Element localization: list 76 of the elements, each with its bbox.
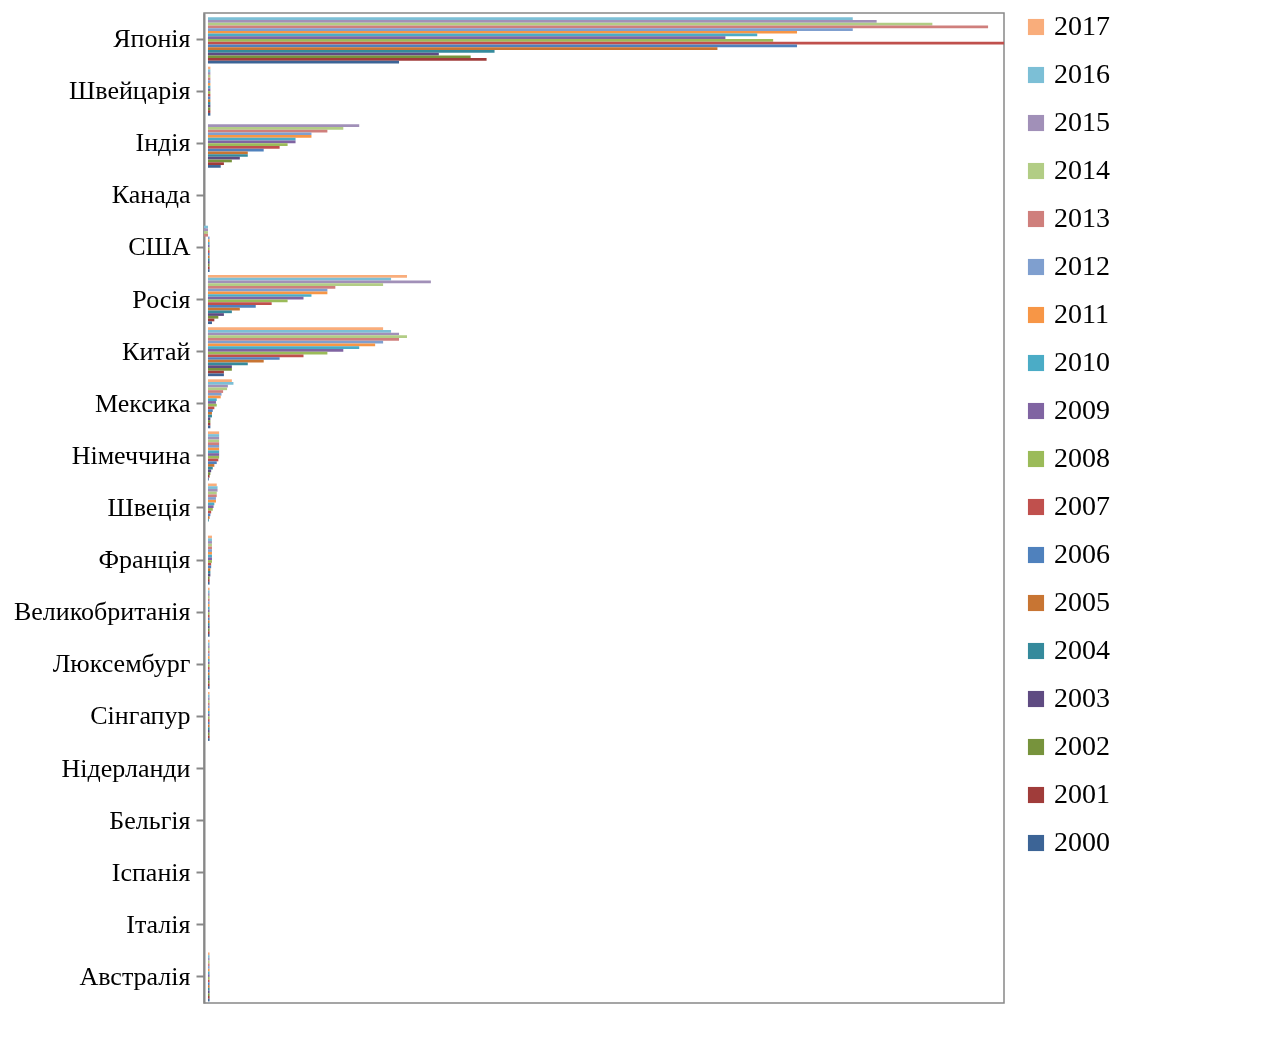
bar	[207, 294, 312, 297]
bar	[207, 340, 384, 344]
bar	[207, 156, 240, 160]
y-tick-label: Нідерланди	[61, 753, 191, 783]
bar	[207, 283, 384, 286]
bar	[207, 310, 232, 314]
legend-label: 2006	[1054, 538, 1110, 569]
y-tick-label: Індія	[135, 128, 191, 158]
bar	[207, 28, 853, 31]
bar	[207, 357, 280, 360]
y-tick-label: Швейцарія	[69, 76, 191, 106]
bar	[207, 58, 487, 61]
bar	[207, 20, 877, 23]
y-tick-label: Китай	[122, 336, 191, 366]
y-tick-label: Франція	[98, 545, 191, 575]
bar	[207, 359, 264, 363]
bar	[207, 47, 718, 50]
legend-label: 2007	[1054, 490, 1110, 521]
y-tick-label: Великобританія	[13, 597, 191, 627]
y-tick-label: Люксембург	[52, 649, 191, 679]
legend-label: 2015	[1054, 106, 1110, 137]
bar	[207, 335, 407, 339]
legend-label: 2008	[1054, 442, 1110, 473]
bar	[207, 329, 392, 333]
y-tick-label: Італія	[126, 909, 191, 939]
y-tick-label: Іспанія	[111, 857, 191, 887]
legend-label: 2011	[1054, 298, 1109, 329]
legend-label: 2000	[1054, 826, 1110, 857]
bar	[207, 296, 304, 300]
y-tick-label: Канада	[111, 180, 191, 210]
bar	[207, 305, 256, 308]
bar	[207, 17, 853, 21]
legend-label: 2013	[1054, 202, 1110, 233]
bar	[207, 285, 336, 289]
legend-label: 2003	[1054, 682, 1110, 713]
bar	[207, 25, 989, 29]
bar	[207, 39, 774, 42]
y-tick-label: Сінгапур	[90, 701, 191, 731]
y-tick-label: Швеція	[107, 493, 191, 522]
legend-label: 2005	[1054, 586, 1110, 617]
bar	[207, 60, 400, 64]
y-tick-label: Мексика	[94, 388, 191, 418]
bar	[207, 145, 280, 149]
bar	[207, 55, 471, 59]
bar	[207, 30, 798, 34]
legend-label: 2014	[1054, 154, 1110, 185]
bar	[207, 354, 304, 358]
bar	[207, 346, 360, 349]
legend-label: 2017	[1054, 10, 1110, 41]
bar	[207, 302, 272, 306]
bar	[207, 36, 726, 40]
bar	[207, 338, 400, 341]
legend-label: 2016	[1054, 58, 1110, 89]
bar	[207, 49, 495, 53]
bar	[207, 315, 219, 319]
legend-label: 2004	[1054, 634, 1110, 665]
bar	[207, 277, 392, 281]
bar	[207, 327, 384, 330]
bar	[207, 143, 288, 146]
legend-label: 2001	[1054, 778, 1110, 809]
y-tick-label: Бельгія	[109, 805, 191, 835]
legend-label: 2012	[1054, 250, 1110, 281]
bar	[207, 126, 344, 130]
bar	[207, 348, 344, 352]
bar	[207, 275, 407, 278]
y-tick-label: США	[128, 232, 191, 262]
y-tick-label: Німеччина	[71, 440, 191, 470]
bar	[207, 44, 798, 48]
bar	[207, 124, 360, 127]
bar	[207, 313, 224, 316]
legend-label: 2009	[1054, 394, 1110, 425]
y-tick-label: Японія	[113, 24, 191, 54]
legend-label: 2002	[1054, 730, 1110, 761]
y-tick-label: Австралія	[79, 961, 191, 991]
y-tick-label: Росія	[132, 284, 191, 314]
legend-label: 2010	[1054, 346, 1110, 377]
